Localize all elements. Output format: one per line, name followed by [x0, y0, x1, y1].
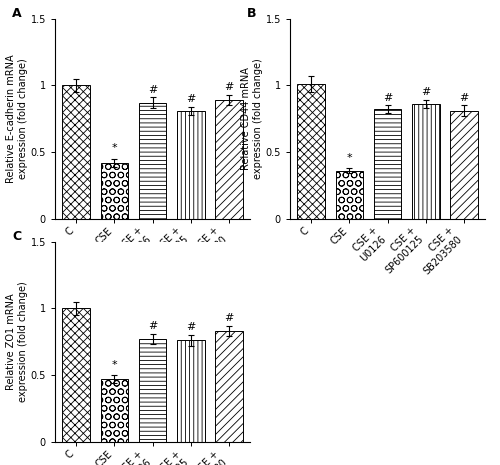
Text: #: #: [421, 87, 430, 97]
Text: C: C: [12, 230, 21, 243]
Text: A: A: [12, 7, 22, 20]
Bar: [177, 111, 204, 219]
Text: *: *: [112, 360, 117, 370]
Text: B: B: [247, 7, 256, 20]
Bar: [412, 104, 440, 219]
Text: #: #: [148, 85, 157, 94]
Bar: [138, 339, 166, 442]
Text: #: #: [383, 93, 392, 103]
Bar: [336, 171, 363, 219]
Bar: [215, 100, 242, 219]
Text: #: #: [460, 93, 468, 103]
Bar: [62, 85, 90, 219]
Text: *: *: [112, 143, 117, 153]
Bar: [100, 163, 128, 219]
Y-axis label: Relative CD44 mRNA
expression (fold change): Relative CD44 mRNA expression (fold chan…: [241, 58, 263, 179]
Text: *: *: [346, 153, 352, 163]
Text: #: #: [224, 313, 234, 323]
Y-axis label: Relative E-cadherin mRNA
expression (fold change): Relative E-cadherin mRNA expression (fol…: [6, 54, 28, 183]
Text: #: #: [186, 94, 196, 104]
Bar: [215, 331, 242, 442]
Bar: [62, 308, 90, 442]
Text: #: #: [224, 82, 234, 92]
Text: #: #: [148, 321, 157, 331]
Text: #: #: [186, 322, 196, 332]
Bar: [100, 379, 128, 442]
Bar: [138, 103, 166, 219]
Bar: [374, 109, 402, 219]
Bar: [177, 340, 204, 442]
Y-axis label: Relative ZO1 mRNA
expression (fold change): Relative ZO1 mRNA expression (fold chang…: [6, 281, 28, 402]
Bar: [450, 111, 477, 219]
Bar: [298, 84, 325, 219]
